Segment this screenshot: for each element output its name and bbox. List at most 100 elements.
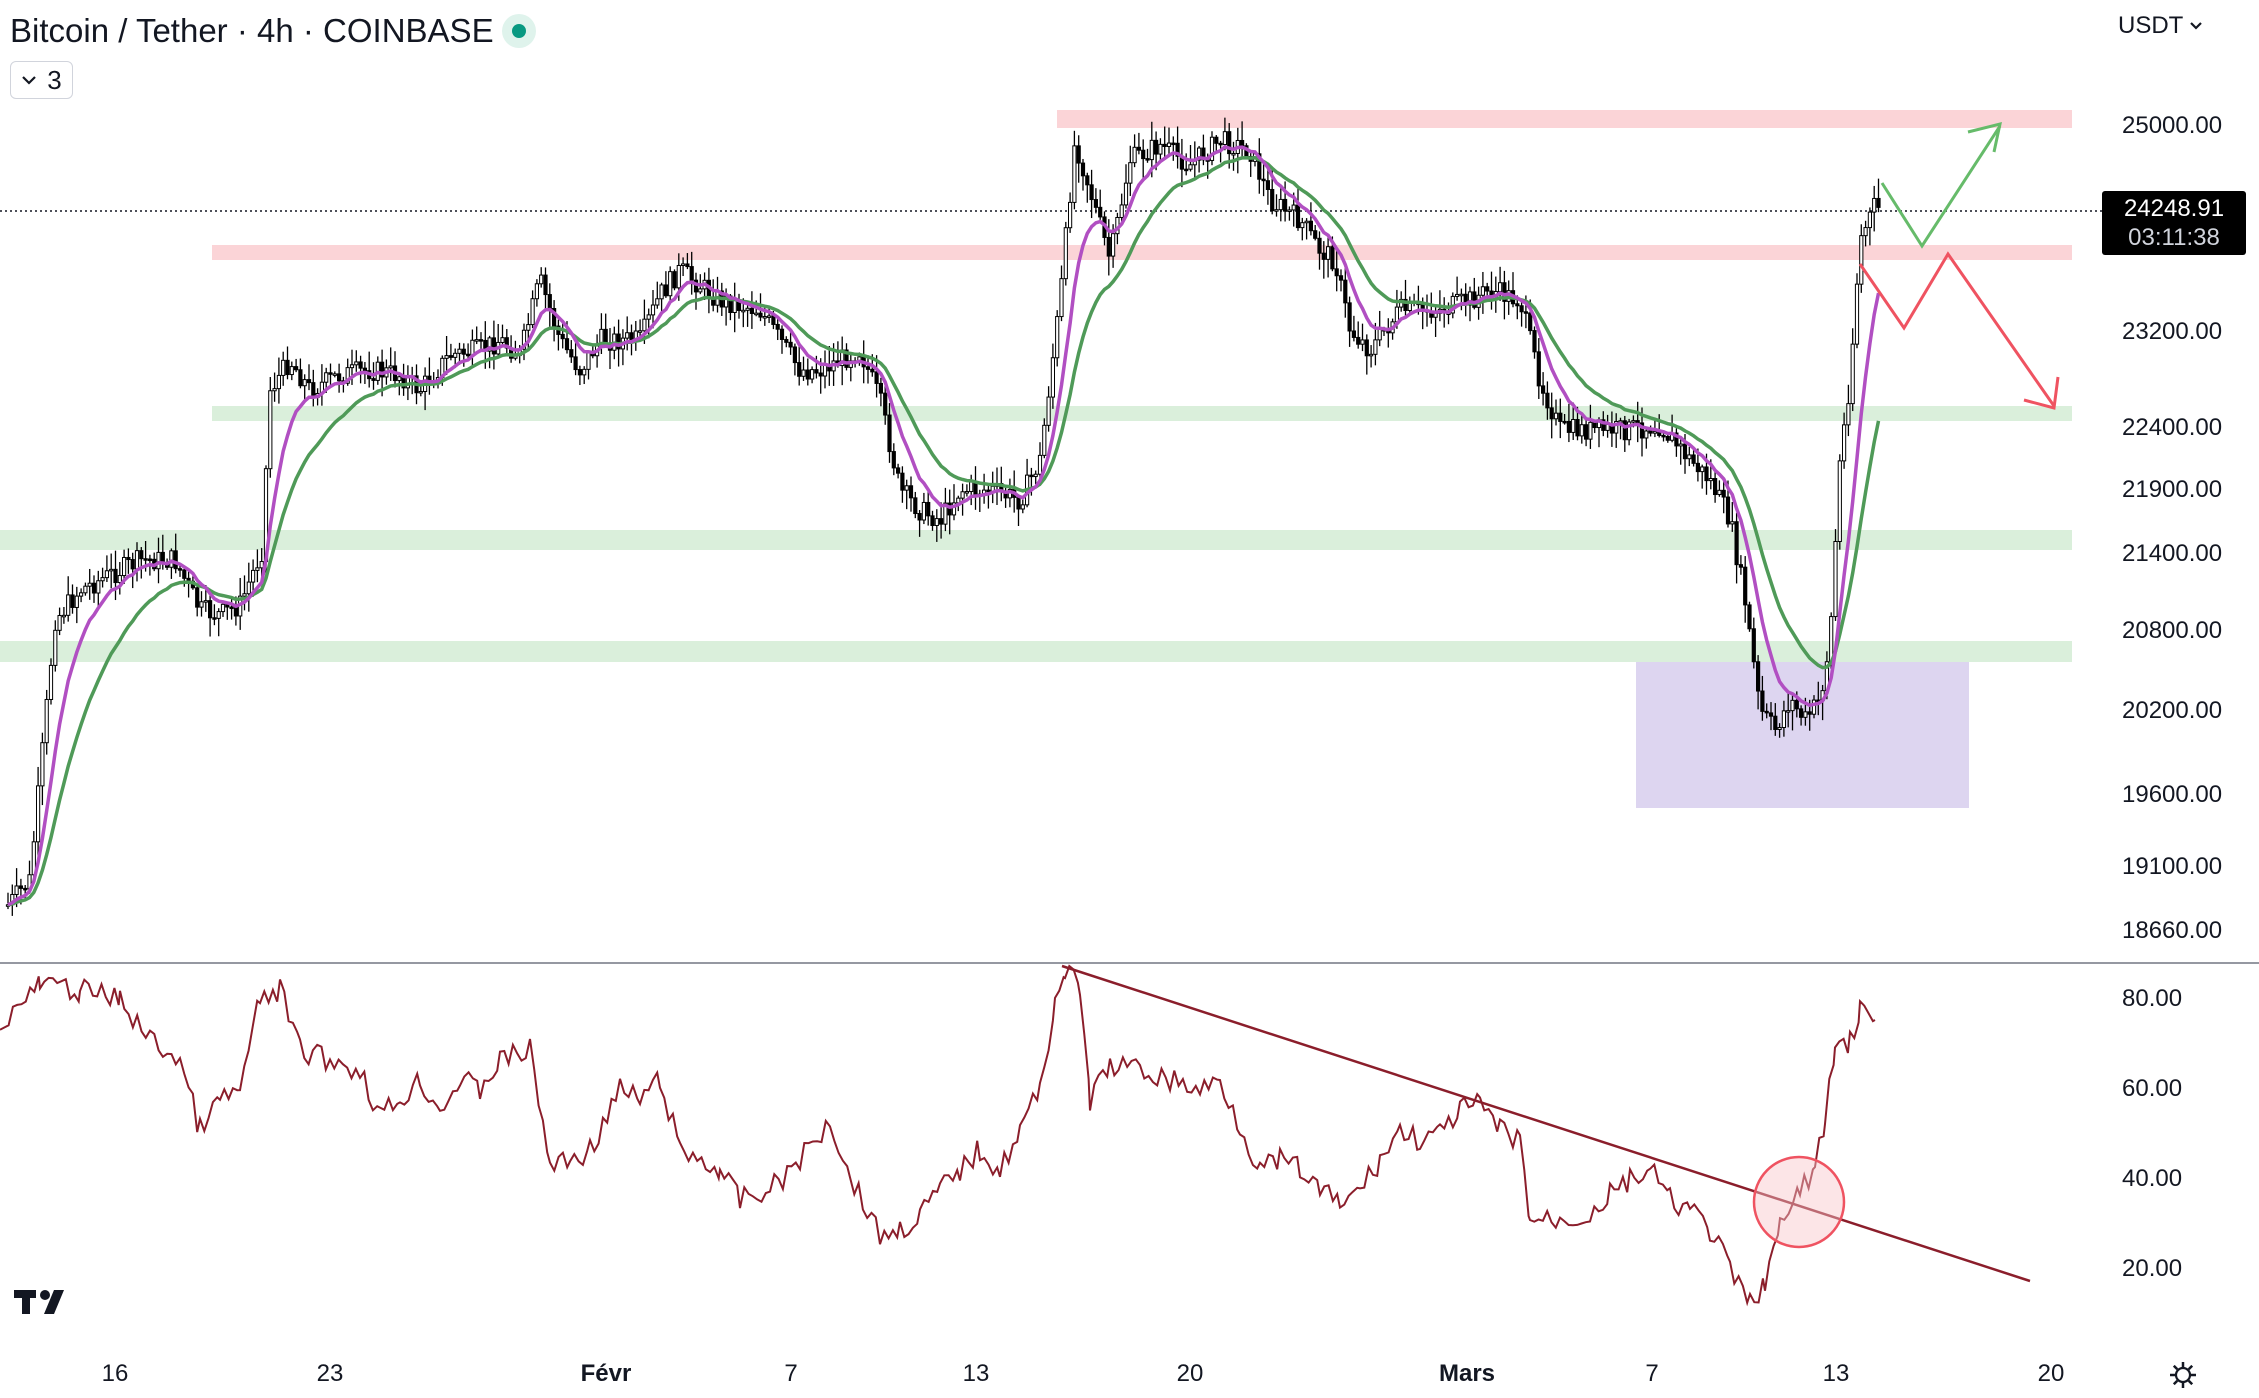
candle-body — [1631, 420, 1636, 423]
rsi-axis-label: 40.00 — [2122, 1165, 2183, 1192]
indicators-collapse-button[interactable]: 3 — [10, 61, 73, 99]
bearish-projection-arrow — [1858, 251, 2056, 407]
currency-selector[interactable]: USDT — [2118, 12, 2203, 40]
candle-body — [466, 353, 471, 357]
candle-body — [642, 318, 647, 332]
candle-body — [1188, 164, 1193, 170]
candle-body — [1627, 421, 1632, 441]
candle-body — [1158, 143, 1163, 155]
candle-body — [1566, 420, 1572, 433]
candle-body — [173, 550, 178, 570]
candle-body — [1549, 407, 1554, 420]
candle-body — [543, 274, 548, 296]
candle-body — [681, 263, 686, 266]
candle-body — [1545, 392, 1550, 409]
candle-body — [1059, 278, 1064, 318]
candle-body — [771, 315, 776, 325]
candle-body — [1351, 330, 1357, 338]
candle-body — [36, 785, 41, 843]
candle-body — [491, 337, 496, 355]
candle-body — [874, 371, 879, 384]
candle-body — [1773, 715, 1778, 730]
candle-body — [784, 338, 789, 343]
candle-body — [573, 356, 578, 371]
candle-body — [1240, 139, 1245, 147]
candle-body — [1278, 198, 1283, 211]
candle-body — [358, 361, 363, 369]
candle-body — [272, 388, 277, 392]
candle-body — [1076, 145, 1081, 164]
candle-body — [926, 501, 931, 517]
candle-body — [169, 550, 174, 568]
candle-body — [294, 366, 299, 371]
candle-body — [1738, 564, 1744, 568]
candle-body — [1519, 305, 1524, 313]
candle-body — [1403, 298, 1408, 312]
candle-body — [844, 349, 849, 368]
price-axis-label: 21900.00 — [2122, 476, 2223, 503]
candle-body — [668, 271, 673, 297]
candle-body — [1149, 139, 1154, 161]
candle-body — [801, 369, 806, 377]
candle-body — [1123, 182, 1129, 206]
candle-body — [1781, 710, 1787, 729]
candle-body — [1553, 412, 1559, 420]
candle-body — [182, 569, 187, 579]
candle-body — [586, 351, 591, 370]
bullish-arrowhead — [1967, 121, 2002, 153]
candle-body — [1872, 197, 1877, 213]
candle-body — [1033, 473, 1038, 478]
candle-body — [380, 361, 385, 378]
candle-body — [1261, 178, 1266, 182]
candle-body — [44, 698, 49, 744]
candle-body — [1467, 291, 1473, 306]
candle-body — [758, 312, 763, 318]
candle-body — [1768, 712, 1774, 717]
tradingview-logo-icon[interactable] — [14, 1288, 76, 1318]
candle-body — [156, 551, 161, 570]
candle-body — [870, 368, 875, 373]
candle-body — [1321, 252, 1326, 260]
candle-body — [917, 513, 922, 521]
candle-body — [1218, 142, 1223, 146]
candle-body — [1480, 286, 1486, 296]
chevron-down-icon — [22, 76, 37, 85]
candle-body — [1283, 198, 1288, 212]
candle-body — [1377, 328, 1382, 341]
candle-body — [242, 593, 247, 597]
candle-body — [83, 585, 88, 594]
candle-body — [814, 369, 819, 374]
candle-body — [698, 288, 703, 293]
candle-body — [1287, 209, 1292, 212]
candle-body — [1231, 152, 1236, 156]
candle-body — [1136, 146, 1142, 151]
candle-body — [276, 374, 281, 390]
candle-body — [1528, 312, 1533, 332]
candle-body — [1472, 291, 1477, 308]
settings-gear-icon[interactable] — [2168, 1360, 2198, 1390]
candle-body — [775, 323, 780, 330]
candle-body — [951, 502, 957, 516]
breakout-highlight-circle — [1752, 1155, 1846, 1249]
rsi-axis-label: 60.00 — [2122, 1075, 2183, 1102]
candle-body — [388, 365, 393, 369]
candle-body — [328, 372, 333, 375]
candle-body — [1154, 139, 1159, 155]
candle-body — [1265, 180, 1271, 190]
candle-body — [1743, 566, 1748, 606]
candle-body — [1756, 661, 1761, 692]
candle-body — [1601, 419, 1606, 431]
candle-body — [1674, 432, 1679, 447]
candle-body — [1141, 149, 1146, 160]
candle-body — [177, 568, 183, 571]
symbol-title[interactable]: Bitcoin / Tether · 4h · COINBASE — [10, 12, 494, 49]
candle-body — [1811, 699, 1817, 715]
indicator-count: 3 — [47, 64, 62, 95]
candle-body — [1089, 184, 1094, 201]
support-zone-3 — [0, 641, 2072, 662]
candle-body — [1725, 496, 1731, 525]
time-axis-label: Févr — [580, 1360, 632, 1387]
candle-body — [1622, 420, 1627, 441]
candle-body — [1313, 230, 1318, 239]
